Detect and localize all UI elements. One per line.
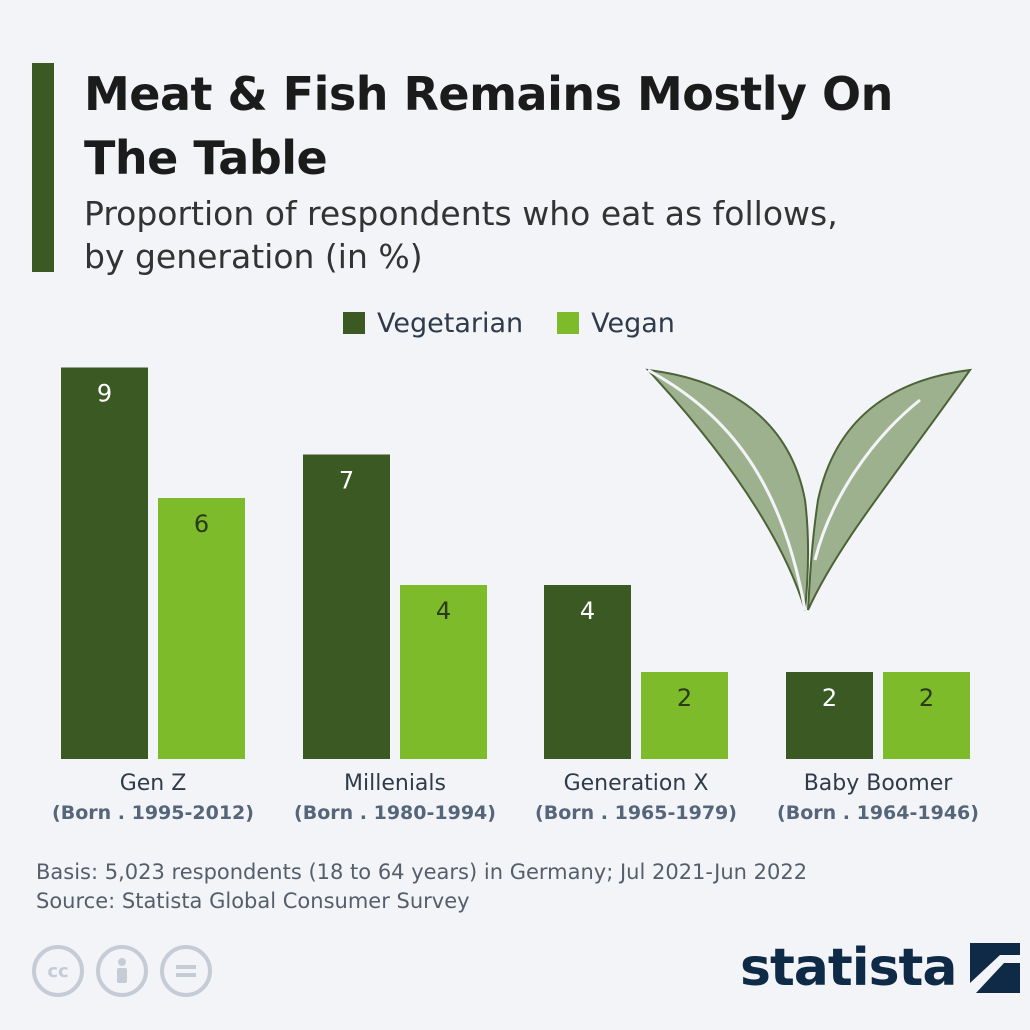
legend-item-vegetarian: Vegetarian	[343, 308, 523, 339]
chart-title: Meat & Fish Remains Mostly On The Table	[84, 67, 893, 185]
bar-vegetarian-0	[61, 367, 148, 759]
legend-item-vegan: Vegan	[557, 308, 675, 339]
x-tick-label-1: Millenials	[344, 771, 446, 796]
legend-swatch-vegetarian	[343, 312, 365, 334]
no-derivatives-icon[interactable]	[160, 945, 212, 997]
logo-text: statista	[740, 938, 957, 998]
x-tick-label-2: Generation X	[564, 771, 709, 796]
bar-vegan-1	[400, 585, 487, 759]
data-label-vegan-3: 2	[919, 684, 934, 712]
chart-legend: Vegetarian Vegan	[343, 305, 709, 341]
chart-subtitle: Proportion of respondents who eat as fol…	[84, 194, 838, 276]
footnote-source: Source: Statista Global Consumer Survey	[36, 889, 470, 913]
x-tick-label-3: Baby Boomer	[804, 771, 954, 796]
bar-vegan-0	[158, 498, 245, 759]
legend-swatch-vegan	[557, 312, 580, 334]
data-label-vegan-2: 2	[677, 684, 692, 712]
data-label-vegan-0: 6	[194, 510, 209, 538]
x-tick-sublabel-1: (Born . 1980-1994)	[294, 802, 496, 824]
legend-label-vegan: Vegan	[591, 307, 675, 339]
attribution-icon[interactable]	[96, 945, 148, 997]
legend-label-vegetarian: Vegetarian	[377, 307, 524, 339]
footnote: Basis: 5,023 respondents (18 to 64 years…	[36, 858, 807, 916]
x-tick-label-0: Gen Z	[120, 771, 187, 796]
bar-vegetarian-3	[786, 672, 873, 759]
data-label-vegetarian-1: 7	[339, 467, 354, 495]
footnote-basis: Basis: 5,023 respondents (18 to 64 years…	[36, 860, 808, 884]
data-label-vegan-1: 4	[436, 597, 451, 625]
data-label-vegetarian-0: 9	[97, 380, 112, 408]
cc-icon[interactable]: cc	[32, 945, 84, 997]
x-tick-sublabel-0: (Born . 1995-2012)	[52, 802, 254, 824]
statista-logo[interactable]: statista	[740, 938, 1021, 998]
bar-vegan-3	[883, 672, 970, 759]
data-label-vegetarian-2: 4	[580, 597, 595, 625]
title-accent-bar	[32, 63, 54, 272]
license-icons: cc	[32, 945, 224, 997]
bar-vegetarian-1	[303, 454, 390, 759]
leaf-icon	[645, 368, 973, 611]
logo-mark-icon	[970, 943, 1021, 993]
bar-vegetarian-2	[544, 585, 631, 759]
bar-vegan-2	[641, 672, 728, 759]
x-tick-sublabel-2: (Born . 1965-1979)	[535, 802, 737, 824]
x-tick-sublabel-3: (Born . 1964-1946)	[777, 802, 979, 824]
data-label-vegetarian-3: 2	[822, 684, 837, 712]
bar-chart: 9 6 Gen Z (Born . 1995-2012) 7 4 Millenials (Bo…	[52, 367, 979, 824]
